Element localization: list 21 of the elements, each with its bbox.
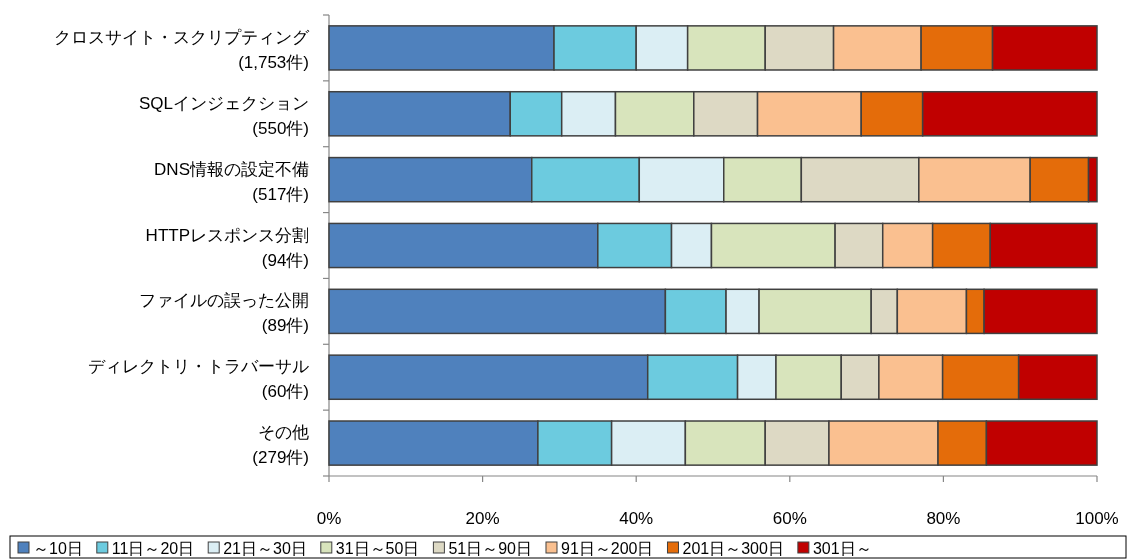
x-tick-label: 20% [465, 509, 500, 528]
legend-label: 11日～20日 [111, 540, 195, 557]
legend-label: 51日～90日 [448, 540, 532, 557]
x-tick-label: 80% [926, 509, 961, 528]
legend-label: 91日～200日 [560, 540, 654, 557]
x-tick-label: 40% [619, 509, 654, 528]
x-tick-label: 0% [316, 509, 342, 528]
y-tick-label: DNS情報の設定不備 (517件) [154, 159, 309, 204]
y-tick-label: SQLインジェクション (550件) [138, 93, 309, 138]
legend-label: 31日～50日 [335, 540, 420, 557]
legend-label: 201日～300日 [682, 540, 784, 557]
legend-label: 301日～ [812, 540, 872, 557]
y-tick-label: ディレクトリ・トラバーサル (60件) [88, 357, 309, 402]
y-tick-label: クロスサイト・スクリプティング (1,753件) [54, 27, 310, 72]
x-tick-label: 100% [1075, 509, 1119, 528]
y-tick-label: ファイルの誤った公開 (89件) [139, 291, 309, 336]
x-tick-label: 60% [772, 509, 807, 528]
y-tick-label: その他 (279件) [252, 423, 309, 468]
legend-label: ～10日 [33, 540, 83, 557]
y-tick-label: HTTPレスポンス分割 (94件) [145, 225, 309, 270]
legend-label: 21日～30日 [223, 540, 307, 557]
